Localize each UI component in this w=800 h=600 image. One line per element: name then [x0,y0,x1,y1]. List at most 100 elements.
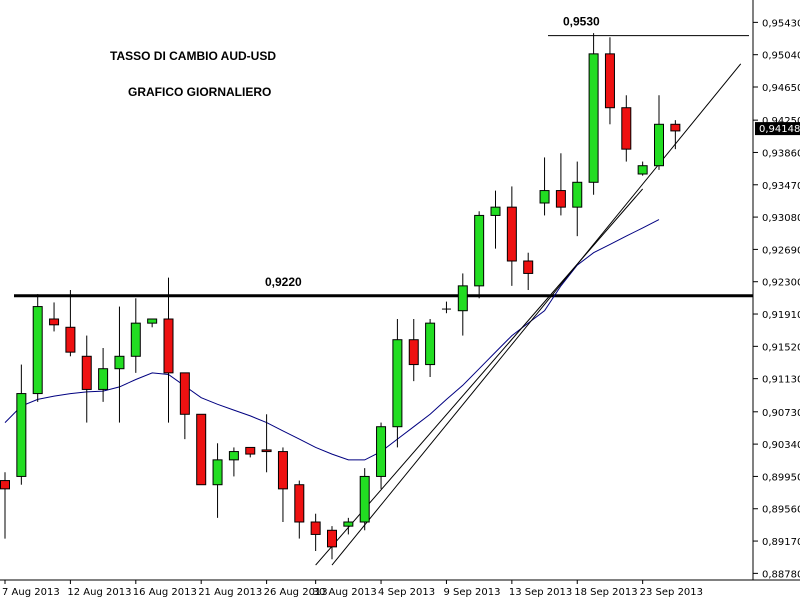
candle-body-bear [81,355,92,390]
candle-body-bear [506,206,517,262]
x-tick-label: 30 Aug 2013 [313,587,377,598]
chart-subtitle: GRAFICO GIORNALIERO [128,85,271,99]
candle-body-bear [310,521,321,535]
trendline-1 [315,188,644,566]
y-tick-label: 0,93080 [762,213,800,224]
x-tick-label: 13 Sep 2013 [509,587,572,598]
candle-body-bear [277,451,288,490]
candle [163,277,174,423]
candle-body-bull [572,181,583,208]
x-tick-label: 4 Sep 2013 [378,587,435,598]
y-tick-label: 0,91520 [762,342,800,353]
x-tick-label: 21 Aug 2013 [198,587,262,598]
y-tick-label: 0,91130 [762,375,800,386]
trendlines-layer [315,63,742,566]
candle-body-bear [245,446,256,455]
candle [539,157,550,216]
candles-layer [0,33,681,560]
candle-body-bear [65,326,76,353]
candle-body-bull [147,318,158,324]
candle-body-bull [114,355,125,370]
y-tick-label: 0,94650 [762,83,800,94]
level-label-1: 0,9530 [563,15,600,29]
current-price-label: 0,94148 [759,124,800,135]
current-price-label-bg [755,122,800,136]
moving-average-layer [4,219,660,461]
candle [555,153,566,216]
candle-body-bull [32,306,43,395]
x-tick-label: 26 Aug 2013 [264,587,328,598]
moving-average-line [4,219,660,461]
y-tick-label: 0,95430 [762,18,800,29]
candle-body-bull [588,53,599,183]
x-tick-label: 18 Sep 2013 [574,587,637,598]
candle [343,517,354,535]
candle-body-bear [49,318,60,326]
candle [408,319,419,382]
x-tick-label: 9 Sep 2013 [443,587,500,598]
candle [376,422,387,489]
candle [621,95,632,162]
candle [392,319,403,448]
candle [147,318,158,328]
candle [490,190,501,249]
candle-body-bull [654,123,664,167]
y-tick-label: 0,93860 [762,148,800,159]
candle-body-bear [621,107,632,150]
plot-frame [0,0,800,581]
candle [228,447,239,477]
candle [523,252,534,290]
candle [179,372,190,440]
y-tick-label: 0,89560 [762,505,800,516]
candle [81,335,92,423]
y-tick-label: 0,92690 [762,245,800,256]
candle-body-bear [523,260,534,274]
candle [16,364,27,485]
candle-body-bull [490,206,501,216]
candle [474,211,485,299]
candle [604,37,615,125]
candle-body-bear [261,449,272,453]
candle-body-bull [392,339,403,428]
x-tick-label: 16 Aug 2013 [133,587,197,598]
y-axis-ticks: 0,95430 0,95040 0,94650 0,94250 0,93860 0,934… [753,18,800,580]
y-tick-label: 0,94250 [762,116,800,127]
x-tick-label: 7 Aug 2013 [2,587,60,598]
y-tick-label: 0,91910 [762,310,800,321]
candle-body-bear [604,53,615,109]
y-tick-label: 0,93470 [762,181,800,192]
candle [294,480,305,539]
candle [359,468,370,531]
candle-body-bear [327,529,337,548]
candle [212,443,223,518]
candle [441,301,451,314]
candle-body-bear [670,123,681,132]
y-tick-label: 0,89950 [762,472,800,483]
candle [277,447,288,522]
candle [196,413,207,486]
current-price-marker: 0,94148 [755,122,800,136]
candle-body-bull [637,165,648,175]
candle [670,120,681,150]
candle [0,472,10,539]
candle [130,298,141,373]
candle [654,95,664,170]
candle-body-bear [0,480,10,490]
candle-body-bear [196,413,207,486]
x-tick-label: 12 Aug 2013 [67,587,131,598]
candle-body-bull [228,451,239,461]
candle [506,186,517,286]
y-tick-label: 0,90730 [762,408,800,419]
candle [114,306,125,423]
candle-body-bear [408,339,419,366]
candle [245,446,256,458]
candle [310,513,321,551]
x-tick-label: 23 Sep 2013 [640,587,703,598]
x-axis-ticks: 7 Aug 2013 12 Aug 2013 16 Aug 2013 21 Aug 2… [2,580,703,598]
candle-body-bull [130,322,141,357]
candle-body-bull [98,368,109,390]
candle-body-bear [179,372,190,415]
candle-body-bear [163,318,174,374]
